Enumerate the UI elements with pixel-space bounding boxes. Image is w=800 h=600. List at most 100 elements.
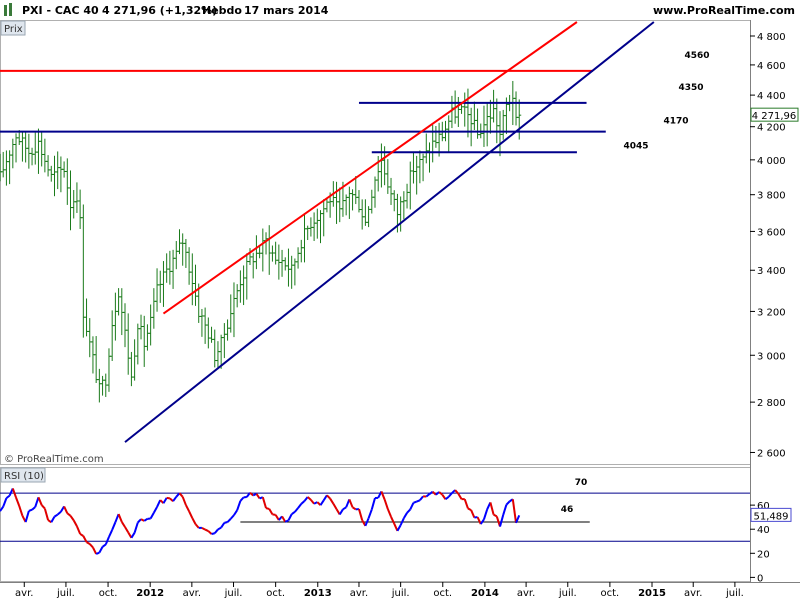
rsi-segment [211,532,215,535]
rsi-segment [463,498,469,509]
rsi-segment [252,492,257,497]
rsi-segment [386,508,392,518]
rsi-segment [505,500,511,506]
rsi-segment [5,494,11,499]
header-bar: PXI - CAC 40 4 271,96 (+1,32%) Hebdo 17 … [0,0,800,20]
rsi-segment [69,515,75,521]
rsi-panel-tab[interactable] [0,467,46,483]
rsi-panel[interactable] [0,467,751,582]
rsi-segment [143,517,148,522]
x-tick-label: juil. [391,588,410,599]
rsi-segment [457,493,463,500]
price-y-tick-label: 3 400 [757,266,786,277]
rsi-segment [239,496,245,502]
candle-icon-2 [9,3,12,16]
rsi-segment [230,514,235,520]
rsi-segment [326,494,331,500]
rsi-segment [63,505,69,514]
rsi-segment [226,518,232,523]
price-y-tick-label: 4 800 [757,32,786,43]
rsi-segment [493,513,498,518]
price-y-tick-label: 3 000 [757,351,786,362]
rsi-segment [172,496,178,502]
rsi-segment [101,543,107,548]
x-tick-label: oct. [266,588,285,599]
rsi-segment [390,516,396,525]
y-axis-ticks: 2 600 2 800 3 000 3 200 3 400 3 600 3 800 4 000… [750,32,786,584]
rsi-segment [15,497,21,507]
header-quote: 4 271,96 (+1,32%) [102,4,217,17]
rsi-segment [130,532,136,539]
rsi-segment [467,507,472,512]
rsi-segment [294,507,299,513]
x-tick-label: 2012 [136,588,164,599]
rsi-segment [265,507,270,510]
rsi-segment [57,510,62,516]
rsi-y-tick-label: 20 [757,549,770,560]
trend-lines: 4560 4350 4170 4045 [0,21,710,443]
rsi-segment [220,522,226,529]
rsi-segment [438,491,443,496]
rsi-segment [124,526,130,533]
rsi-segment [76,525,82,535]
rsi-segment [217,526,222,531]
rsi-segment [310,499,315,505]
candle-icon [4,5,7,16]
level-label-4170: 4170 [663,117,688,127]
rsi-segment [476,516,482,525]
x-tick-label: avr. [183,588,201,599]
rsi-segment [352,506,357,511]
rsi-segment [201,526,206,531]
rsi-segment [236,500,242,511]
rsi-segment [479,518,485,525]
rsi-layer: 70 46 [0,478,750,555]
rsi-segment [261,496,267,509]
x-axis-ticks: avr. juil. oct. 2012 avr. juil. oct. 2013 avr. ju… [15,582,744,599]
red-channel-line [162,21,578,315]
rsi-segment [2,497,8,508]
rsi-segment [28,508,33,512]
x-tick-label: avr. [684,588,702,599]
rsi-segment [213,528,219,534]
x-tick-label: avr. [15,588,33,599]
rsi-segment [332,503,338,510]
rsi-segment [0,506,5,512]
rsi-segment [249,491,254,497]
price-y-tick-label: 4 200 [757,123,786,134]
rsi-segment [402,512,408,519]
rsi-segment [338,508,344,516]
rsi-segment [281,515,287,523]
rsi-segment [50,516,56,523]
x-tick-label: avr. [517,588,535,599]
rsi-segment [156,499,162,508]
rsi-segment [207,530,213,535]
price-panel-tab[interactable] [0,20,26,36]
rsi-segment [511,499,518,523]
rsi-segment [300,500,306,505]
rsi-segment [425,493,431,498]
rsi-segment [329,498,335,505]
rsi-segment [287,513,293,521]
rsi-segment [31,506,36,511]
rsi-segment [255,493,261,499]
rsi-level-label-70: 70 [575,478,588,488]
rsi-segment [419,495,424,501]
level-label-4350: 4350 [678,83,703,93]
level-label-4560: 4560 [684,51,709,61]
rsi-segment [149,512,155,519]
rsi-segment [483,509,489,520]
rsi-segment [444,495,450,501]
x-tick-label: 2013 [304,588,332,599]
rsi-segment [416,499,421,503]
rsi-segment [104,536,110,545]
rsi-segment [43,508,50,521]
rsi-segment [89,543,94,549]
header-date: 17 mars 2014 [244,4,329,17]
rsi-segment [284,519,289,523]
rsi-segment [92,546,98,555]
price-y-tick-label: 2 600 [757,448,786,459]
rsi-segment [185,504,190,512]
header-site[interactable]: www.ProRealTime.com [653,4,795,17]
rsi-segment [120,521,126,528]
x-tick-label: oct. [99,588,118,599]
